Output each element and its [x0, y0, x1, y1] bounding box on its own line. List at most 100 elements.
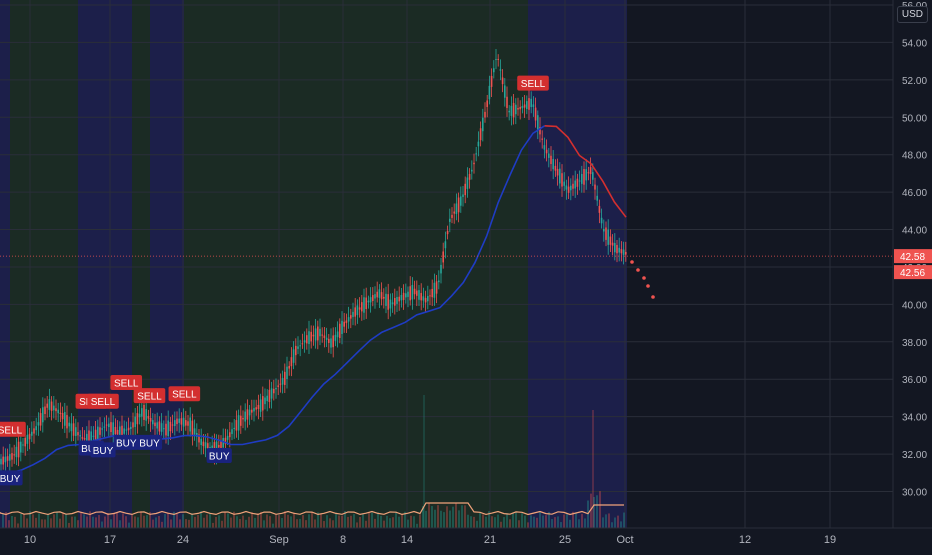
volume-bar	[50, 518, 52, 528]
candle-body	[620, 249, 623, 254]
volume-bar	[152, 519, 154, 528]
candle-body	[600, 217, 603, 224]
candle-body	[284, 371, 286, 385]
candle-body	[37, 422, 40, 426]
candle-body	[231, 429, 233, 434]
candle-body	[336, 331, 339, 338]
volume-bar	[509, 519, 511, 528]
candle-body	[596, 195, 598, 201]
candle-body	[77, 432, 79, 436]
signal-label-box	[113, 434, 139, 450]
signal-label-box	[133, 388, 166, 404]
volume-bar	[425, 510, 427, 528]
volume-bar	[164, 514, 166, 528]
candle-body	[541, 138, 543, 140]
volume-bar	[158, 516, 160, 528]
candle-body	[409, 286, 411, 301]
volume-bar	[518, 520, 520, 528]
volume-bar	[383, 520, 385, 528]
candle-body	[442, 251, 444, 263]
candle-body	[31, 431, 33, 436]
candle-body	[567, 186, 570, 193]
volume-bar	[440, 510, 442, 528]
candle-body	[398, 296, 400, 302]
candle-body	[614, 242, 616, 253]
candle-body	[422, 296, 425, 301]
volume-bar	[257, 513, 259, 528]
currency-badge[interactable]: USD	[896, 6, 928, 23]
candle-body	[121, 425, 123, 439]
candle-body	[154, 422, 156, 427]
volume-bar	[584, 518, 586, 528]
volume-bar	[95, 517, 97, 528]
volume-bar	[110, 519, 112, 528]
volume-bar	[188, 519, 190, 528]
volume-bar	[119, 520, 121, 528]
volume-bar	[428, 503, 430, 528]
volume-bar	[11, 516, 13, 528]
volume-bar	[5, 512, 7, 528]
candle-body	[499, 69, 502, 71]
candle-body	[64, 412, 66, 426]
candle-body	[585, 169, 587, 181]
candle-body	[253, 408, 255, 412]
candle-body	[22, 444, 24, 446]
candle-body	[226, 435, 229, 440]
candle-body	[581, 174, 583, 184]
candle-body	[429, 295, 431, 297]
volume-bar	[410, 515, 412, 528]
volume-bar	[206, 514, 208, 528]
candle-body	[101, 428, 103, 430]
candle-body	[385, 293, 387, 306]
candle-body	[416, 290, 418, 296]
volume-bar	[170, 519, 172, 528]
volume-bar	[56, 511, 58, 528]
candle-body	[534, 107, 537, 121]
candle-body	[61, 413, 64, 420]
candle-body	[112, 422, 114, 436]
volume-bar	[407, 519, 409, 528]
volume-bar	[461, 505, 463, 528]
candle-body	[479, 128, 482, 141]
volume-bar	[338, 515, 340, 528]
candle-body	[138, 413, 141, 418]
candle-body	[136, 413, 139, 425]
price-tag-box	[894, 265, 932, 280]
candle-body	[343, 321, 345, 327]
volume-bar	[260, 511, 262, 528]
candle-body	[15, 446, 18, 458]
volume-bar	[116, 512, 118, 528]
candle-body	[119, 426, 121, 440]
candle-body	[275, 387, 277, 390]
signal-zone	[10, 0, 78, 528]
candle-body	[266, 395, 268, 402]
volume-bar	[80, 512, 82, 528]
y-tick-label: 52.00	[902, 76, 927, 87]
candle-body	[446, 230, 449, 235]
candle-body	[508, 110, 510, 113]
volume-bar	[458, 510, 460, 528]
volume-bar	[47, 513, 49, 528]
candle-body	[105, 424, 108, 426]
candle-body	[141, 408, 143, 417]
candle-body	[356, 305, 359, 316]
volume-bar	[143, 515, 145, 528]
y-tick-label: 48.00	[902, 151, 927, 162]
volume-bar	[134, 516, 136, 528]
candle-body	[17, 441, 20, 458]
candle-body	[248, 409, 251, 416]
candle-body	[257, 404, 260, 410]
volume-bar	[419, 514, 421, 528]
volume-bar	[365, 520, 367, 528]
volume-bar	[602, 517, 604, 528]
volume-bar	[35, 517, 37, 528]
candle-body	[464, 183, 466, 196]
candle-body	[444, 241, 447, 249]
candle-body	[484, 111, 486, 118]
price-tag-box	[894, 249, 932, 264]
volume-bar	[416, 523, 418, 528]
volume-bar	[536, 517, 538, 528]
y-tick-label: 36.00	[902, 375, 927, 386]
